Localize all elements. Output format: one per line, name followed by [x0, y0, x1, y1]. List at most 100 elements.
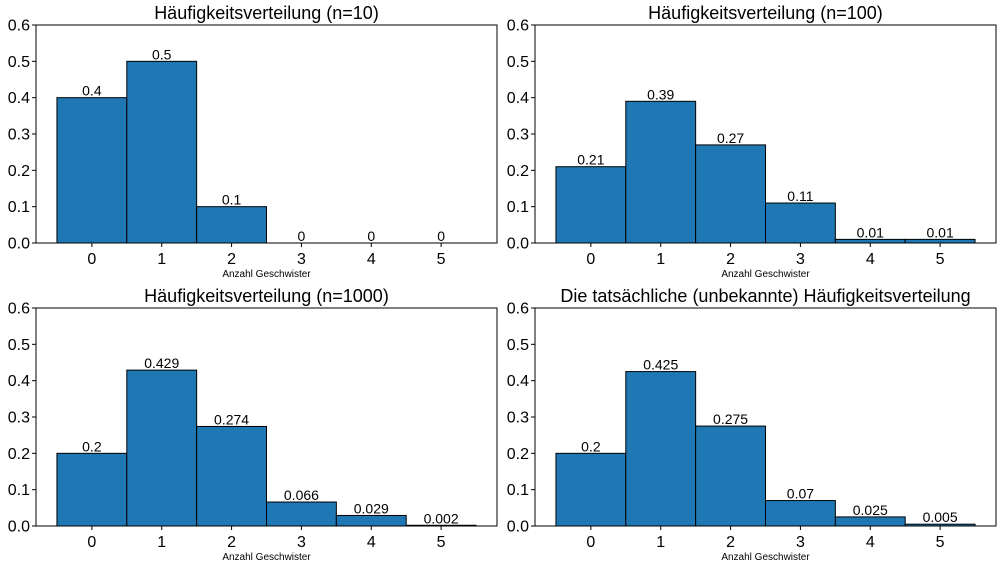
x-tick-label: 3: [796, 534, 805, 551]
y-tick-label: 0.5: [507, 337, 529, 354]
chart-title: Häufigkeitsverteilung (n=10): [154, 3, 379, 23]
data-label: 0.025: [853, 502, 888, 518]
data-label: 0.066: [284, 487, 319, 503]
data-label: 0.002: [424, 510, 459, 526]
y-tick-label: 0.4: [8, 373, 30, 390]
bar: [765, 500, 836, 527]
x-tick-label: 1: [157, 251, 166, 268]
data-label: 0.07: [787, 486, 814, 502]
data-label: 0.2: [581, 438, 601, 454]
x-tick-label: 3: [297, 251, 306, 268]
y-tick-label: 0.6: [507, 301, 529, 318]
data-label: 0: [437, 228, 445, 244]
x-tick-label: 5: [936, 534, 945, 551]
y-tick-label: 0.2: [8, 446, 30, 463]
bar: [555, 452, 627, 527]
y-tick-label: 0.1: [8, 482, 30, 499]
x-tick-label: 1: [656, 251, 665, 268]
x-tick-label: 1: [656, 534, 665, 551]
y-tick-label: 0.2: [507, 163, 529, 180]
y-tick-label: 0.3: [507, 410, 529, 427]
bar: [196, 425, 267, 527]
x-tick-label: 5: [437, 534, 446, 551]
data-label: 0.275: [713, 411, 748, 427]
bar: [266, 501, 337, 527]
data-label: 0.27: [717, 130, 744, 146]
y-tick-label: 0.5: [8, 337, 30, 354]
chart-panel-1: 0.4 0.5 0.1 0 0 0 0.0 0.1 0.2 0.3 0.4 0.5 0.6 0 1 2 3 4 5 A…: [8, 3, 498, 280]
x-tick-label: 1: [157, 534, 166, 551]
data-label: 0.5: [152, 46, 172, 62]
y-tick-label: 0.0: [8, 519, 30, 536]
data-label: 0.11: [787, 188, 813, 204]
x-tick-label: 2: [726, 534, 735, 551]
x-tick-label: 4: [866, 534, 875, 551]
data-label: 0.2: [82, 438, 102, 454]
bar: [126, 60, 198, 244]
y-tick-label: 0.4: [507, 373, 529, 390]
x-tick-label: 2: [227, 251, 236, 268]
data-label: 0.274: [214, 411, 249, 427]
data-label: 0.21: [577, 152, 604, 168]
bar: [625, 100, 697, 244]
y-tick-label: 0.2: [8, 163, 30, 180]
y-tick-label: 0.6: [507, 18, 529, 35]
x-tick-label: 4: [866, 251, 875, 268]
data-label: 0.01: [926, 224, 953, 240]
x-tick-label: 2: [726, 251, 735, 268]
y-tick-label: 0.0: [507, 519, 529, 536]
bar: [695, 425, 767, 527]
data-label: 0.429: [144, 355, 179, 371]
y-tick-label: 0.5: [8, 54, 30, 71]
x-tick-label: 0: [87, 534, 96, 551]
x-tick-label: 0: [87, 251, 96, 268]
bar: [555, 166, 627, 244]
data-label: 0.029: [354, 500, 389, 516]
chart-panel-2: 0.21 0.39 0.27 0.11 0.01 0.01 0.0 0.1 0.2 0.3 0.4 0…: [507, 3, 997, 280]
y-tick-label: 0.6: [8, 301, 30, 318]
y-tick-label: 0.6: [8, 18, 30, 35]
y-tick-label: 0.1: [507, 482, 529, 499]
y-tick-label: 0.2: [507, 446, 529, 463]
x-axis-label: Anzahl Geschwister: [721, 269, 810, 280]
data-label: 0: [298, 228, 306, 244]
chart-title: Häufigkeitsverteilung (n=1000): [144, 286, 389, 306]
y-tick-label: 0.4: [507, 90, 529, 107]
bar: [695, 144, 767, 244]
x-axis-label: Anzahl Geschwister: [721, 552, 810, 563]
y-tick-label: 0.3: [507, 127, 529, 144]
y-tick-label: 0.1: [507, 199, 529, 216]
x-tick-label: 0: [586, 534, 595, 551]
bar: [56, 97, 128, 244]
data-label: 0.01: [857, 224, 884, 240]
y-tick-label: 0.3: [8, 127, 30, 144]
data-label: 0.39: [647, 86, 674, 102]
x-tick-label: 0: [586, 251, 595, 268]
data-label: 0.005: [923, 509, 958, 525]
bar: [625, 371, 697, 527]
data-label: 0.1: [222, 192, 242, 208]
y-tick-label: 0.5: [507, 54, 529, 71]
x-tick-label: 4: [367, 534, 376, 551]
y-tick-label: 0.0: [507, 236, 529, 253]
bar: [196, 206, 267, 244]
x-tick-label: 3: [796, 251, 805, 268]
y-tick-label: 0.0: [8, 236, 30, 253]
chart-title: Häufigkeitsverteilung (n=100): [648, 3, 883, 23]
x-tick-label: 5: [437, 251, 446, 268]
bar: [56, 452, 128, 527]
x-axis-label: Anzahl Geschwister: [222, 552, 311, 563]
bar: [765, 202, 836, 244]
bar: [335, 514, 407, 527]
chart-title: Die tatsächliche (unbekannte) Häufigkeit…: [560, 286, 970, 306]
y-tick-label: 0.4: [8, 90, 30, 107]
x-axis-label: Anzahl Geschwister: [222, 269, 311, 280]
y-tick-label: 0.1: [8, 199, 30, 216]
data-label: 0.425: [643, 357, 678, 373]
data-label: 0.4: [82, 83, 102, 99]
x-tick-label: 4: [367, 251, 376, 268]
chart-panel-3: 0.2 0.429 0.274 0.066 0.029 0.002 0.0 0.1 0.2 0.3…: [8, 286, 498, 563]
data-label: 0: [367, 228, 375, 244]
